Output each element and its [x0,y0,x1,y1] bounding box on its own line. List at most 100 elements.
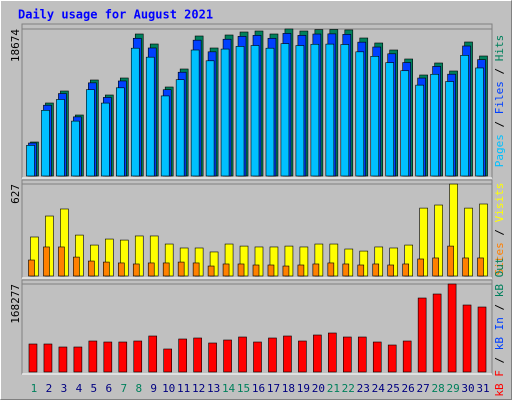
x-tick-label: 29 [446,382,459,395]
bar [86,89,95,177]
x-tick-label: 28 [431,382,444,395]
legend-entry: kB F [493,370,506,397]
bar [103,261,110,277]
x-tick-label: 22 [342,382,355,395]
bar [192,262,200,277]
x-tick-label: 6 [106,382,113,395]
y-tick-label: 627 [9,184,22,204]
bar [235,46,245,177]
bar [327,262,335,277]
legend-separator: / [493,222,506,242]
bar [370,56,380,177]
bar [283,335,292,373]
x-tick-label: 11 [177,382,190,395]
legend-entry: Hits [493,35,506,62]
bar [477,257,484,277]
bar [402,263,409,277]
bar [253,341,262,373]
bar [325,43,335,177]
bar [145,56,155,177]
bar [372,263,380,277]
y-tick-label: 168277 [9,284,22,324]
x-tick-label: 8 [135,382,142,395]
bar [280,43,290,177]
bar [447,283,457,373]
legend-separator: / [493,350,506,370]
bar [402,340,412,373]
bar [163,348,172,373]
bar [162,262,170,277]
x-tick-label: 12 [192,382,205,395]
bar [355,51,365,177]
bar [357,336,367,373]
bar [237,263,245,277]
bar [415,84,424,177]
legend-entry: Visits [493,183,506,223]
bar [312,263,320,277]
x-tick-label: 1 [31,382,38,395]
bar [220,48,230,177]
bar [73,346,83,373]
x-tick-label: 20 [312,382,325,395]
bar [175,79,185,177]
bar [148,335,158,373]
x-tick-label: 9 [150,382,157,395]
chart-title: Daily usage for August 2021 [18,8,213,22]
bar [475,67,484,177]
bar [252,264,260,277]
bar [297,264,305,277]
bar [447,245,454,277]
x-tick-label: 26 [402,382,415,395]
bar [56,99,65,177]
bar [223,339,232,373]
legend-separator: / [493,297,506,317]
x-tick-label: 25 [387,382,400,395]
bar [250,45,260,177]
bar [41,110,50,177]
x-tick-label: 2 [46,382,53,395]
bar [71,120,80,177]
bar [207,265,215,277]
bar [101,102,110,177]
bar [385,62,395,177]
bar [477,306,487,373]
bar [417,258,424,277]
bar [340,44,350,177]
bar [118,341,128,373]
x-tick-label: 21 [327,382,340,395]
bar [462,257,469,277]
bar [310,43,320,177]
bar [432,293,442,373]
bar [430,73,439,177]
x-tick-label: 31 [476,382,489,395]
bar [177,261,185,277]
x-tick-label: 30 [461,382,474,395]
bar [28,259,35,277]
x-tick-label: 13 [207,382,220,395]
bar [462,304,472,373]
x-tick-label: 15 [237,382,250,395]
bar [103,341,113,373]
bar [387,264,395,277]
bar [313,334,322,373]
bar [58,346,68,373]
bar [190,49,200,177]
x-tick-label: 16 [252,382,265,395]
bar [115,87,125,177]
x-tick-label: 23 [357,382,370,395]
x-tick-label: 7 [120,382,127,395]
x-tick-label: 27 [417,382,430,395]
bar [117,262,125,277]
legend: Sites / Visits [493,183,506,276]
bar [432,257,439,277]
bar [133,340,143,373]
bar [178,338,187,373]
x-tick-label: 24 [372,382,386,395]
bar [58,246,65,277]
bar [28,343,38,373]
bar [387,344,397,373]
legend: kB F / kB In / kB Out [493,257,506,396]
bar [208,342,217,373]
bar [43,246,50,277]
